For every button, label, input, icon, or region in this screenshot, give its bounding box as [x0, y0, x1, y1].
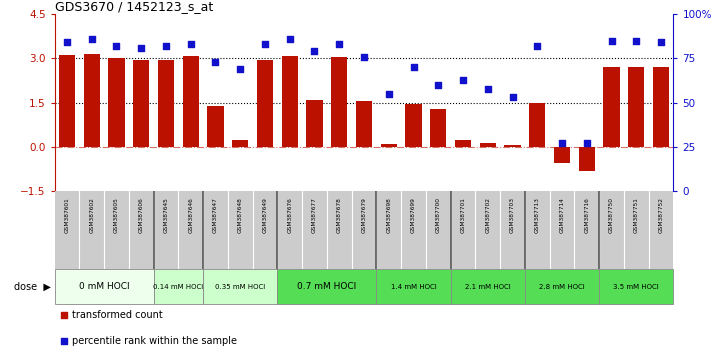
Bar	[653, 67, 669, 147]
Bar	[55, 269, 154, 304]
Point	[432, 82, 444, 88]
Text: GSM387605: GSM387605	[114, 198, 119, 233]
Bar	[84, 54, 100, 147]
Point	[383, 91, 395, 97]
Text: GSM387698: GSM387698	[387, 198, 391, 233]
Text: 1.4 mM HOCl: 1.4 mM HOCl	[391, 284, 436, 290]
Text: GSM387699: GSM387699	[411, 198, 416, 233]
Point	[358, 54, 370, 59]
Text: GSM387676: GSM387676	[288, 198, 292, 233]
Bar	[183, 56, 199, 147]
Point	[531, 43, 543, 49]
Text: GDS3670 / 1452123_s_at: GDS3670 / 1452123_s_at	[55, 0, 213, 13]
Text: GSM387750: GSM387750	[609, 198, 614, 233]
Bar	[525, 269, 599, 304]
Bar	[529, 103, 545, 147]
Point	[507, 95, 518, 100]
Bar	[306, 100, 323, 147]
Point	[284, 36, 296, 42]
Text: GSM387648: GSM387648	[238, 198, 242, 233]
Point	[655, 40, 667, 45]
Text: GSM387700: GSM387700	[436, 198, 440, 233]
Text: 2.1 mM HOCl: 2.1 mM HOCl	[465, 284, 510, 290]
Point	[333, 41, 345, 47]
Text: GSM387701: GSM387701	[461, 198, 465, 233]
Bar	[451, 269, 525, 304]
Bar	[133, 59, 149, 147]
Bar	[158, 59, 174, 147]
Text: GSM387678: GSM387678	[337, 198, 341, 233]
Text: transformed count: transformed count	[72, 310, 162, 320]
Bar	[356, 101, 372, 147]
Point	[482, 86, 494, 91]
Bar	[277, 269, 376, 304]
Bar	[203, 269, 277, 304]
Text: percentile rank within the sample: percentile rank within the sample	[72, 336, 237, 346]
Bar	[579, 147, 595, 171]
Bar	[430, 109, 446, 147]
Point	[234, 66, 246, 72]
Bar	[480, 143, 496, 147]
Bar	[455, 141, 471, 147]
Point	[443, 209, 454, 215]
Text: GSM387716: GSM387716	[585, 198, 589, 233]
Text: GSM387677: GSM387677	[312, 198, 317, 233]
Text: GSM387647: GSM387647	[213, 198, 218, 233]
Text: dose  ▶: dose ▶	[14, 282, 51, 292]
Bar	[154, 269, 203, 304]
Bar	[554, 147, 570, 163]
Bar	[599, 269, 673, 304]
Text: 0 mM HOCl: 0 mM HOCl	[79, 282, 130, 291]
Text: GSM387606: GSM387606	[139, 198, 143, 233]
Point	[210, 59, 221, 65]
Text: 2.8 mM HOCl: 2.8 mM HOCl	[539, 284, 585, 290]
Text: GSM387679: GSM387679	[362, 198, 366, 233]
Bar	[604, 67, 620, 147]
Bar	[381, 144, 397, 147]
Text: GSM387702: GSM387702	[486, 198, 490, 233]
Point	[630, 38, 642, 44]
Text: 3.5 mM HOCl: 3.5 mM HOCl	[614, 284, 659, 290]
Point	[581, 141, 593, 146]
Bar	[376, 269, 451, 304]
Text: GSM387646: GSM387646	[189, 198, 193, 233]
Point	[606, 38, 617, 44]
Bar	[108, 58, 124, 147]
Point	[61, 40, 73, 45]
Text: 0.35 mM HOCl: 0.35 mM HOCl	[215, 284, 266, 290]
Bar	[207, 105, 223, 147]
Text: 0.7 mM HOCl: 0.7 mM HOCl	[297, 282, 357, 291]
Bar	[282, 56, 298, 147]
Text: GSM387602: GSM387602	[90, 198, 94, 233]
Point	[259, 41, 271, 47]
Bar	[505, 145, 521, 147]
Point	[185, 41, 197, 47]
Bar	[331, 57, 347, 147]
Point	[135, 45, 147, 51]
Text: GSM387713: GSM387713	[535, 198, 539, 233]
Point	[86, 36, 98, 42]
Bar	[405, 104, 422, 147]
Bar	[59, 56, 75, 147]
Text: GSM387601: GSM387601	[65, 198, 69, 233]
Text: GSM387645: GSM387645	[164, 198, 168, 233]
Text: GSM387752: GSM387752	[659, 198, 663, 233]
Text: GSM387714: GSM387714	[560, 198, 564, 233]
Point	[111, 43, 122, 49]
Text: GSM387649: GSM387649	[263, 198, 267, 233]
Text: 0.14 mM HOCl: 0.14 mM HOCl	[153, 284, 204, 290]
Point	[309, 48, 320, 54]
Point	[457, 77, 469, 82]
Point	[408, 64, 419, 70]
Point	[556, 141, 568, 146]
Bar	[628, 67, 644, 147]
Text: GSM387703: GSM387703	[510, 198, 515, 233]
Bar	[232, 141, 248, 147]
Point	[160, 43, 172, 49]
Bar	[257, 60, 273, 147]
Text: GSM387751: GSM387751	[634, 198, 638, 233]
